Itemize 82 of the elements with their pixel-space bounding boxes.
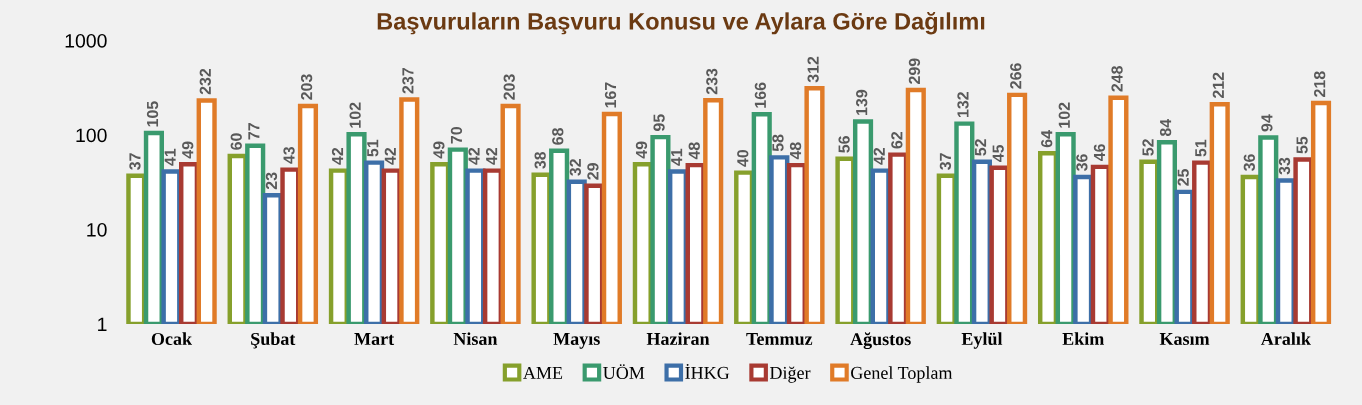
data-label: 212	[1212, 72, 1224, 99]
data-label: 43	[283, 146, 295, 164]
data-label: 49	[635, 141, 648, 159]
data-label: 41	[671, 148, 683, 166]
y-tick-label: 1000	[65, 33, 107, 48]
x-tick-label: Mart	[354, 333, 395, 346]
data-label: 102	[1058, 102, 1070, 128]
data-label: 36	[1243, 154, 1255, 172]
x-tick-label: Eylül	[961, 332, 1003, 349]
data-label: 232	[199, 68, 211, 95]
x-tick-label: Aralık	[1260, 332, 1311, 346]
data-label: 218	[1314, 71, 1326, 97]
data-label: 33	[1278, 157, 1291, 175]
data-label: 77	[248, 123, 260, 140]
legend-label: AME	[523, 366, 563, 379]
data-label: 62	[891, 131, 903, 149]
x-tick-label: Ekim	[1062, 332, 1104, 345]
data-label: 42	[485, 147, 498, 165]
data-label: 37	[939, 153, 952, 170]
data-label: 55	[1296, 136, 1308, 154]
x-tick-label: Nisan	[453, 332, 498, 346]
data-label: 23	[265, 172, 278, 190]
data-label: 51	[367, 139, 379, 157]
data-label: 45	[992, 144, 1004, 162]
data-label: 32	[569, 159, 582, 176]
y-tick-label: 100	[76, 128, 107, 143]
data-label: 41	[164, 148, 176, 166]
data-label: 52	[1142, 139, 1154, 156]
data-label: 94	[1261, 114, 1273, 132]
data-label: 37	[129, 153, 141, 170]
x-tick-label: Haziran	[646, 332, 710, 346]
data-label: 102	[349, 102, 361, 128]
data-label: 248	[1111, 66, 1123, 92]
x-tick-label: Temmuz	[746, 333, 813, 346]
data-label: 56	[838, 136, 850, 153]
legend-label: UÖM	[603, 364, 645, 380]
data-label: 42	[331, 147, 344, 165]
data-label: 203	[300, 74, 313, 100]
data-label: 84	[1159, 118, 1172, 137]
data-label: 237	[402, 68, 414, 94]
data-label: 49	[182, 141, 194, 159]
data-label: 266	[1010, 63, 1022, 89]
data-label: 312	[807, 56, 819, 83]
data-label: 64	[1041, 130, 1053, 148]
x-tick-label: Mayıs	[553, 332, 600, 349]
data-label: 29	[587, 163, 599, 180]
x-tick-label: Şubat	[251, 332, 296, 349]
data-label: 105	[146, 101, 159, 127]
legend-label: İHKG	[685, 363, 730, 380]
data-label: 70	[450, 126, 463, 144]
x-tick-label: Kasım	[1159, 333, 1210, 346]
data-label: 36	[1076, 154, 1088, 172]
data-label: 42	[468, 147, 480, 165]
data-label: 58	[772, 134, 784, 152]
data-label: 42	[873, 147, 885, 165]
data-label: 46	[1093, 144, 1106, 162]
data-label: 40	[737, 149, 749, 167]
y-tick-label: 10	[87, 222, 107, 237]
data-label: 68	[552, 128, 564, 145]
data-label: 48	[789, 142, 802, 160]
data-label: 166	[754, 82, 767, 108]
data-label: 132	[957, 92, 969, 118]
x-tick-label: Ocak	[151, 332, 193, 346]
data-label: 52	[974, 139, 987, 156]
data-label: 42	[384, 147, 396, 165]
data-label: 299	[908, 58, 921, 84]
data-label: 60	[230, 133, 242, 150]
legend-label: Genel Toplam	[851, 366, 953, 383]
data-label: 48	[688, 142, 700, 160]
data-label: 25	[1177, 169, 1189, 186]
data-label: 139	[856, 89, 868, 115]
data-label: 38	[534, 151, 546, 169]
data-label: 49	[433, 141, 445, 159]
data-label: 95	[653, 114, 665, 131]
data-label: 203	[503, 74, 515, 100]
y-tick-label: 1	[98, 317, 107, 332]
chart-title: Başvuruların Başvuru Konusu ve Aylara Göre Dağılımı	[377, 12, 985, 35]
data-label: 233	[706, 68, 718, 95]
data-label: 167	[604, 82, 617, 108]
data-label: 51	[1195, 139, 1207, 157]
x-tick-label: Ağustos	[850, 332, 911, 350]
legend-label: Diğer	[769, 366, 811, 383]
